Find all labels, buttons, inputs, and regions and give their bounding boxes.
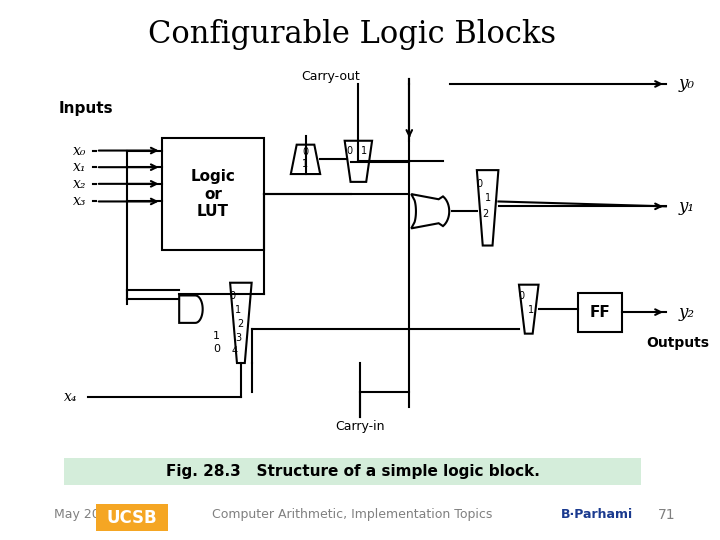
Text: FF: FF <box>590 305 610 320</box>
Text: 0: 0 <box>213 345 220 354</box>
Text: 71: 71 <box>658 508 675 522</box>
Text: 0: 0 <box>519 292 525 301</box>
Text: Carry-in: Carry-in <box>336 420 385 433</box>
FancyBboxPatch shape <box>96 504 168 531</box>
Polygon shape <box>230 283 252 363</box>
Text: x₁: x₁ <box>73 160 87 174</box>
Polygon shape <box>345 141 372 182</box>
Text: May 2010: May 2010 <box>54 508 115 521</box>
Text: x₀: x₀ <box>73 144 87 158</box>
Text: Carry-out: Carry-out <box>302 70 360 83</box>
Text: Configurable Logic Blocks: Configurable Logic Blocks <box>148 19 557 51</box>
Text: B·Parhami: B·Parhami <box>561 508 634 521</box>
Polygon shape <box>411 194 449 228</box>
Text: y₂: y₂ <box>678 303 695 321</box>
Text: Computer Arithmetic, Implementation Topics: Computer Arithmetic, Implementation Topi… <box>212 508 492 521</box>
Text: 4: 4 <box>232 346 238 356</box>
Text: Outputs: Outputs <box>647 336 709 350</box>
Text: y₁: y₁ <box>678 198 695 215</box>
Text: y₀: y₀ <box>678 76 695 92</box>
Text: 0: 0 <box>229 292 235 301</box>
Polygon shape <box>477 170 498 246</box>
Polygon shape <box>291 145 320 174</box>
Text: Logic
or
LUT: Logic or LUT <box>191 169 235 219</box>
Text: 2: 2 <box>237 319 243 329</box>
Text: 1: 1 <box>213 330 220 341</box>
Text: 1: 1 <box>235 305 241 315</box>
Text: 3: 3 <box>235 333 241 342</box>
Text: x₄: x₄ <box>63 390 77 404</box>
Text: 1: 1 <box>361 146 367 156</box>
Text: 2: 2 <box>482 209 489 219</box>
FancyBboxPatch shape <box>161 138 264 251</box>
Text: 0: 0 <box>346 146 353 156</box>
Text: 0: 0 <box>477 179 483 189</box>
Text: UCSB: UCSB <box>107 509 158 526</box>
Text: 1: 1 <box>302 159 309 169</box>
Text: 1: 1 <box>528 305 534 315</box>
Text: x₂: x₂ <box>73 177 87 191</box>
Polygon shape <box>519 285 539 334</box>
Text: 0: 0 <box>302 147 309 158</box>
Text: 1: 1 <box>485 193 491 202</box>
Text: x₃: x₃ <box>73 194 87 208</box>
Text: Inputs: Inputs <box>59 101 113 116</box>
FancyBboxPatch shape <box>63 458 642 485</box>
Polygon shape <box>179 295 202 323</box>
Text: Fig. 28.3   Structure of a simple logic block.: Fig. 28.3 Structure of a simple logic bl… <box>166 464 539 479</box>
FancyBboxPatch shape <box>577 293 622 332</box>
